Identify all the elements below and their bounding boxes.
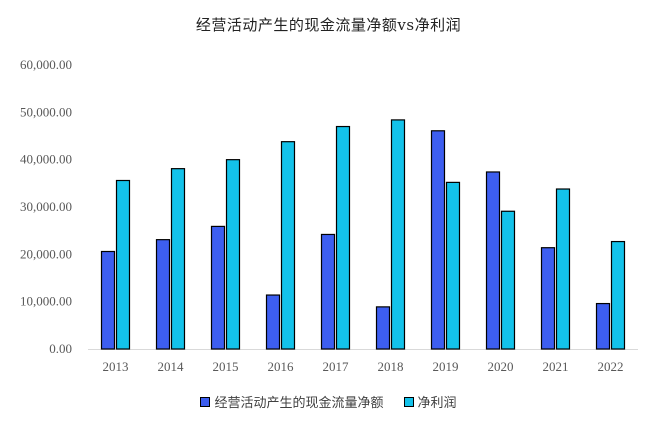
- bar-series-2-2014: [170, 168, 186, 350]
- legend: 经营活动产生的现金流量净额 净利润: [0, 392, 657, 411]
- x-tick-label: 2019: [433, 359, 459, 374]
- legend-swatch-series-2: [403, 396, 414, 407]
- x-tick-label: 2014: [158, 359, 185, 374]
- x-tick-label: 2015: [213, 359, 239, 374]
- x-tick-label: 2022: [598, 359, 624, 374]
- bar-series-1-2013: [100, 250, 116, 350]
- x-tick-label: 2016: [268, 359, 295, 374]
- bar-series-2-2019: [445, 181, 461, 350]
- bar-series-2-2021: [555, 188, 571, 350]
- bar-series-1-2014: [155, 239, 171, 350]
- chart-title: 经营活动产生的现金流量净额vs净利润: [195, 16, 462, 34]
- y-tick-label: 0.00: [49, 341, 72, 356]
- y-tick-label: 30,000.00: [20, 199, 72, 214]
- bar-series-1-2021: [540, 247, 556, 350]
- x-tick-label: 2020: [488, 359, 514, 374]
- bar-series-2-2013: [115, 179, 131, 350]
- bar-series-1-2017: [320, 233, 336, 350]
- x-tick-label: 2018: [378, 359, 404, 374]
- bar-series-1-2016: [265, 294, 281, 350]
- bar-series-1-2018: [375, 306, 391, 350]
- legend-item-series-1: 经营活动产生的现金流量净额: [200, 392, 384, 411]
- bar-series-2-2022: [610, 240, 626, 350]
- x-tick-label: 2017: [323, 359, 350, 374]
- bar-series-2-2016: [280, 141, 296, 350]
- y-tick-label: 50,000.00: [20, 104, 72, 119]
- bar-series-2-2020: [500, 210, 516, 350]
- legend-swatch-series-1: [200, 396, 211, 407]
- legend-label-series-2: 净利润: [417, 396, 457, 411]
- y-tick-label: 20,000.00: [20, 246, 72, 261]
- bar-series-2-2018: [390, 119, 406, 350]
- bar-series-2-2015: [225, 159, 241, 350]
- bar-series-1-2015: [210, 225, 226, 350]
- bar-series-1-2019: [430, 130, 446, 350]
- y-tick-label: 10,000.00: [20, 294, 72, 309]
- bar-series-1-2020: [485, 171, 501, 350]
- legend-item-series-2: 净利润: [403, 392, 457, 411]
- y-tick-label: 60,000.00: [20, 57, 72, 72]
- bar-series-1-2022: [595, 302, 611, 350]
- legend-label-series-1: 经营活动产生的现金流量净额: [214, 396, 384, 411]
- x-tick-label: 2021: [543, 359, 569, 374]
- bar-series-2-2017: [335, 125, 351, 350]
- x-tick-label: 2013: [103, 359, 129, 374]
- y-tick-label: 40,000.00: [20, 152, 72, 167]
